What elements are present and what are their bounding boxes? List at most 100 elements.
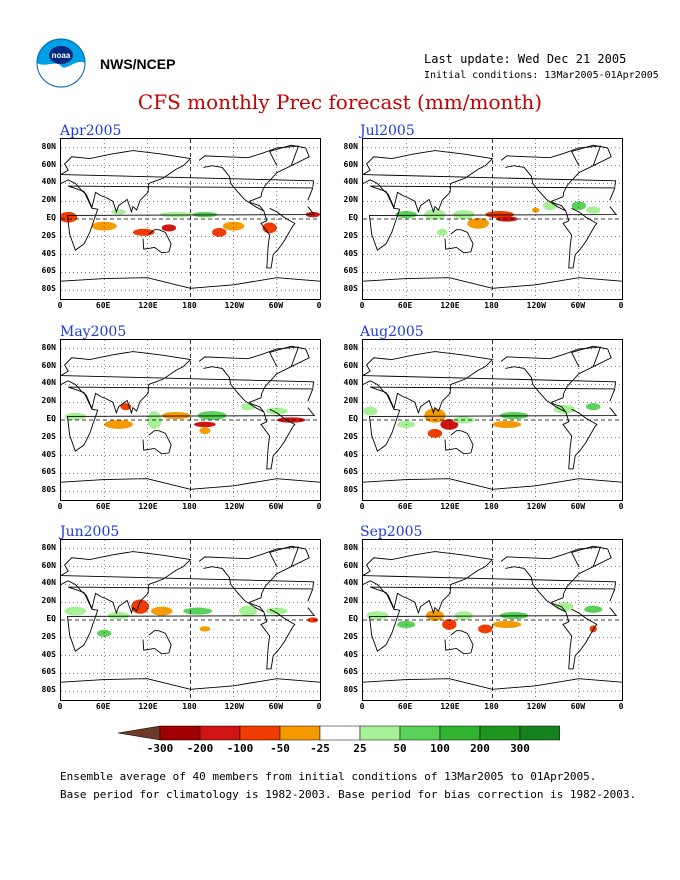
lat-label: 80N — [41, 141, 56, 151]
coastline — [562, 207, 598, 269]
coastline — [61, 678, 320, 690]
precip-anomaly-patch — [532, 207, 540, 213]
coastline — [198, 546, 300, 613]
lat-label: 80N — [41, 542, 56, 552]
precip-anomaly-patch — [436, 228, 448, 236]
lon-label: 120W — [224, 702, 244, 711]
colorbar-swatch — [519, 725, 560, 741]
precip-anomaly-patch — [199, 626, 211, 632]
precip-anomaly-patch — [492, 420, 522, 428]
lat-label: 60N — [41, 159, 56, 169]
panel-title-1: Jul2005 — [360, 123, 415, 139]
lat-label: 60N — [41, 560, 56, 570]
coastline — [363, 551, 617, 615]
coastline — [363, 277, 622, 289]
precip-anomaly-patch — [454, 611, 473, 620]
precip-anomaly-patch — [586, 403, 601, 411]
coastline — [570, 144, 612, 167]
coastline — [444, 630, 474, 655]
coastline — [268, 545, 310, 568]
map-panel-4 — [60, 539, 321, 701]
logo-text: noaa — [52, 51, 71, 60]
lat-label: 20S — [41, 230, 56, 240]
lon-label: 120W — [224, 301, 244, 310]
colorbar-tick-label: -300 — [146, 742, 174, 755]
colorbar-tick-label: 200 — [470, 742, 490, 755]
lat-label: 20S — [343, 230, 358, 240]
lat-label: 80N — [343, 342, 358, 352]
lon-label: 120W — [224, 502, 244, 511]
lat-label: 40S — [343, 248, 358, 258]
lat-label: 20N — [343, 195, 358, 205]
precip-anomaly-patch — [584, 605, 603, 613]
colorbar-swatch — [439, 725, 481, 741]
precip-anomaly-patch — [363, 406, 378, 416]
colorbar — [118, 725, 560, 741]
lon-label: 120E — [138, 502, 158, 511]
lat-label: 20N — [343, 596, 358, 606]
lat-label: 80N — [343, 542, 358, 552]
lon-label: 0 — [57, 702, 63, 711]
lon-label: 0 — [618, 301, 624, 310]
map-panel-3 — [362, 339, 623, 501]
precip-anomaly-patch — [424, 408, 446, 423]
colorbar-swatch — [239, 725, 281, 741]
precip-anomaly-patch — [194, 421, 216, 428]
precip-anomaly-patch — [452, 210, 475, 219]
lon-label: 0 — [359, 502, 365, 511]
precip-anomaly-patch — [96, 629, 112, 637]
colorbar-swatch — [199, 725, 241, 741]
coastline — [61, 478, 320, 490]
lon-label: 60W — [570, 702, 586, 711]
lon-label: 180 — [484, 702, 499, 711]
coastline — [66, 386, 316, 452]
coastline — [562, 408, 598, 470]
precip-anomaly-patch — [366, 611, 389, 620]
precip-anomaly-patch — [91, 221, 117, 231]
lat-label: 40N — [343, 177, 358, 187]
lat-label: 60N — [343, 360, 358, 370]
lat-label: 60N — [41, 360, 56, 370]
lat-label: EQ — [46, 213, 56, 222]
coastline — [268, 345, 310, 368]
lat-label: 60S — [41, 467, 56, 477]
coastline — [363, 478, 622, 490]
precip-anomaly-patch — [222, 221, 245, 231]
colorbar-tick-label: -100 — [226, 742, 254, 755]
coastline — [260, 608, 296, 670]
precip-anomaly-patch — [425, 610, 444, 621]
precip-anomaly-patch — [61, 211, 78, 223]
lon-label: 0 — [618, 502, 624, 511]
lat-label: 60S — [343, 266, 358, 276]
lat-label: 80S — [41, 485, 56, 495]
lat-label: 20S — [343, 631, 358, 641]
agency-label: NWS/NCEP — [100, 56, 176, 72]
panel-title-2: May2005 — [60, 324, 127, 340]
coastline — [142, 430, 172, 455]
coastline — [368, 386, 618, 452]
lon-label: 120E — [440, 702, 460, 711]
lon-label: 60W — [268, 502, 284, 511]
lon-label: 120W — [526, 301, 546, 310]
noaa-logo-icon: noaa — [36, 38, 86, 88]
lon-label: 120W — [526, 502, 546, 511]
colorbar-tick-label: 25 — [353, 742, 367, 755]
lat-label: 80S — [343, 284, 358, 294]
coastline — [66, 185, 316, 251]
coastline — [363, 351, 617, 415]
lat-label: 80S — [343, 685, 358, 695]
coastline — [260, 408, 296, 470]
initial-conditions-text: Initial conditions: 13Mar2005-01Apr2005 — [424, 70, 659, 81]
precip-anomaly-patch — [467, 218, 489, 229]
lat-label: 80N — [343, 141, 358, 151]
lon-label: 120E — [138, 301, 158, 310]
lon-label: 60W — [570, 502, 586, 511]
lat-label: 40S — [41, 649, 56, 659]
coastline — [368, 586, 618, 652]
precip-anomaly-patch — [150, 606, 173, 616]
lon-label: 0 — [359, 702, 365, 711]
lon-label: 0 — [316, 702, 322, 711]
lat-label: EQ — [348, 414, 358, 423]
colorbar-swatch — [319, 725, 361, 741]
colorbar-tick-label: -25 — [310, 742, 330, 755]
